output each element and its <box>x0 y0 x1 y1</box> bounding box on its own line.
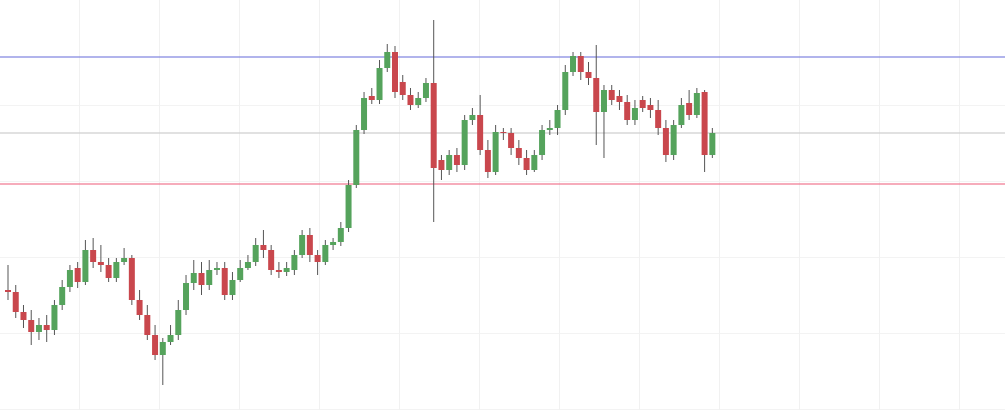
candle-body <box>275 270 282 272</box>
candle-body <box>5 290 11 292</box>
candle-body <box>244 262 251 268</box>
candle-body <box>523 158 530 170</box>
candle-body <box>337 228 344 242</box>
candle-body <box>105 265 112 278</box>
candle-body <box>121 258 128 262</box>
candle-body <box>693 93 700 115</box>
candle-body <box>662 128 669 155</box>
candle-body <box>469 115 476 120</box>
candle-body <box>152 335 159 355</box>
candle-body <box>539 130 546 155</box>
candle-body <box>585 72 592 78</box>
candle-body <box>213 268 220 270</box>
candle-body <box>446 155 453 170</box>
candle-body <box>639 100 646 108</box>
candle-body <box>20 312 27 320</box>
candle-body <box>631 108 638 120</box>
candle-body <box>144 315 151 335</box>
candle-body <box>299 235 306 255</box>
candle-body <box>484 150 491 172</box>
candle-body <box>82 250 89 282</box>
candle-body <box>314 255 321 262</box>
candle-body <box>306 235 313 255</box>
candle-body <box>283 268 290 272</box>
candle-body <box>353 130 360 185</box>
candle-body <box>361 98 368 130</box>
candle-body <box>546 128 553 130</box>
candle-body <box>608 90 615 100</box>
candle-body <box>66 270 73 287</box>
candle-body <box>35 325 42 332</box>
candle-body <box>221 268 228 295</box>
candle-body <box>376 68 383 100</box>
candle-body <box>392 52 398 92</box>
candle-body <box>647 105 654 110</box>
candle-body <box>415 98 422 105</box>
candle-body <box>477 115 484 150</box>
candle-body <box>252 245 259 262</box>
candle-body <box>531 155 538 170</box>
candle-body <box>422 83 429 98</box>
candle-body <box>237 268 244 280</box>
candle-body <box>322 245 329 262</box>
candle-body <box>655 110 662 128</box>
candle-body <box>136 300 143 315</box>
candle-body <box>330 242 337 245</box>
candle-body <box>430 83 437 168</box>
candle-body <box>701 92 708 155</box>
candle-body <box>500 132 507 133</box>
candle-body <box>175 310 182 335</box>
candle-body <box>198 273 205 285</box>
candle-body <box>97 262 104 265</box>
candle-body <box>260 245 267 250</box>
candle-body <box>183 283 190 310</box>
candle-body <box>678 105 685 125</box>
candle-body <box>43 325 50 330</box>
candle-body <box>229 280 236 295</box>
candle-body <box>686 103 693 115</box>
candle-body <box>570 56 577 72</box>
candle-body <box>670 125 677 155</box>
candle-body <box>190 273 197 283</box>
candle-body <box>51 305 58 330</box>
candle-body <box>562 72 569 110</box>
candle-body <box>74 268 81 282</box>
candle-body <box>600 90 607 112</box>
candle-body <box>128 258 135 300</box>
candle-body <box>407 95 414 105</box>
candle-body <box>59 287 66 305</box>
candle-body <box>508 133 515 148</box>
candle-body <box>515 148 522 158</box>
candle-body <box>12 292 19 312</box>
candle-body <box>167 335 174 342</box>
candle-body <box>28 320 35 332</box>
candle-body <box>709 133 716 155</box>
candle-body <box>345 185 352 228</box>
candle-body <box>577 56 584 72</box>
candle-body <box>268 250 275 270</box>
candle-body <box>624 102 631 120</box>
candle-body <box>384 52 391 68</box>
candle-body <box>616 96 623 102</box>
candle-body <box>368 96 375 100</box>
candle-body <box>206 270 213 285</box>
candle-body <box>399 82 406 95</box>
candle-body <box>492 132 499 172</box>
candle-body <box>438 160 445 170</box>
candle-body <box>461 120 468 165</box>
candle-body <box>90 250 97 262</box>
candle-body <box>113 262 120 278</box>
candle-body <box>291 255 298 270</box>
candle-body <box>593 78 600 112</box>
candle-body <box>159 342 166 355</box>
candle-body <box>554 110 561 128</box>
candle-body <box>453 155 460 165</box>
